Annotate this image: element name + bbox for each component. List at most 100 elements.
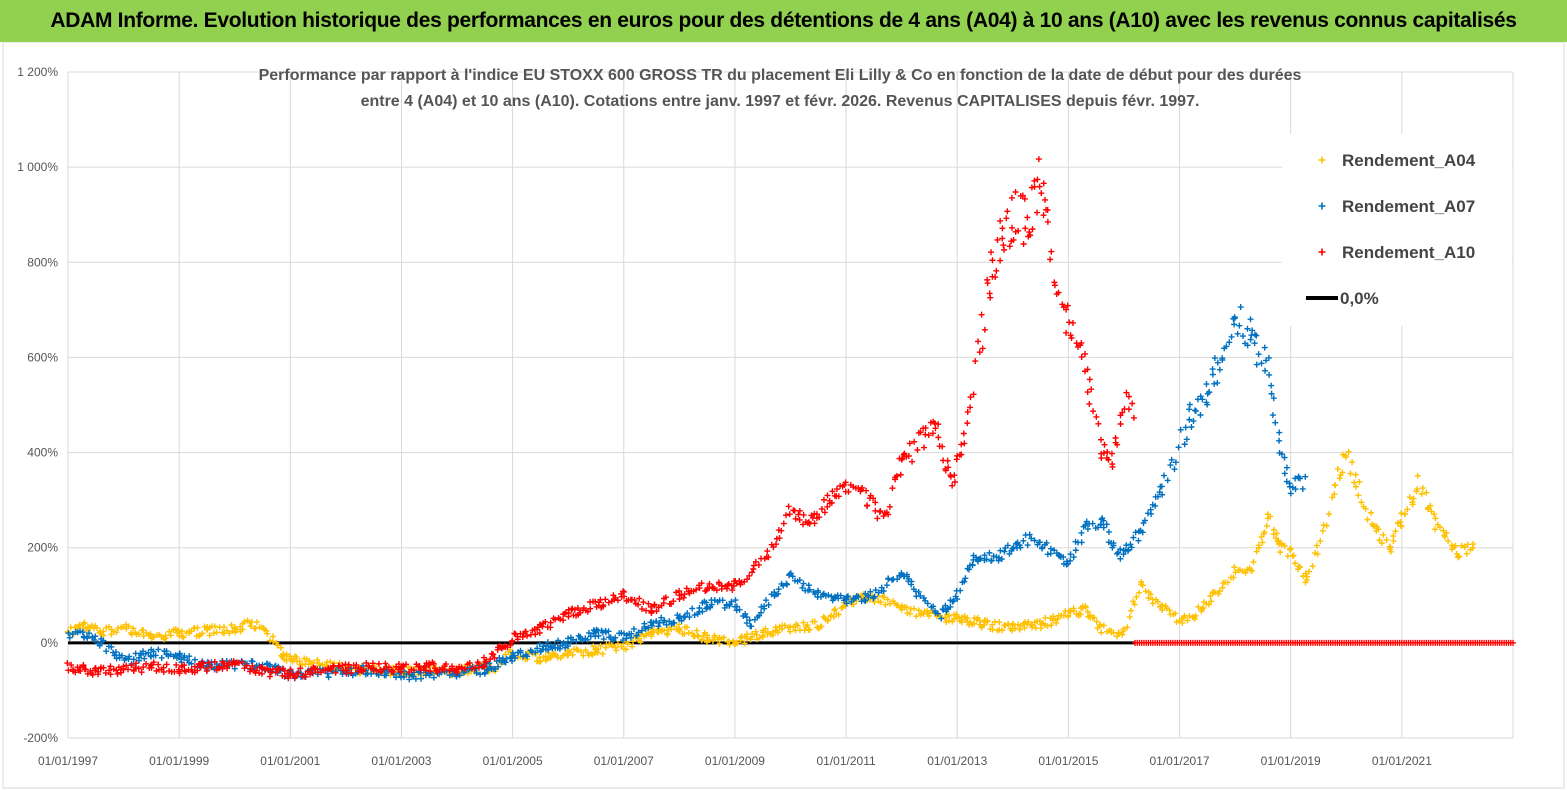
- point-Rendement_A04: [1313, 542, 1320, 549]
- point-Rendement_A04: [729, 637, 736, 644]
- point-Rendement_A04: [1306, 568, 1313, 575]
- point-Rendement_A10: [778, 527, 785, 534]
- point-Rendement_A10: [1048, 248, 1055, 255]
- point-Rendement_A04: [327, 658, 334, 665]
- point-Rendement_A07: [800, 580, 807, 587]
- series-points: [64, 156, 1516, 683]
- point-Rendement_A07: [91, 637, 98, 644]
- point-Rendement_A04: [1133, 593, 1140, 600]
- point-Rendement_A10: [872, 507, 879, 514]
- point-Rendement_A04: [599, 650, 606, 657]
- point-Rendement_A07: [1082, 522, 1089, 529]
- point-Rendement_A04: [1100, 622, 1107, 629]
- point-Rendement_A04: [913, 613, 920, 620]
- point-Rendement_A07: [1188, 423, 1195, 430]
- point-Rendement_A10: [203, 668, 210, 675]
- point-Rendement_A10: [235, 659, 242, 666]
- point-Rendement_A04: [1172, 610, 1179, 617]
- point-Rendement_A04: [1119, 631, 1126, 638]
- point-Rendement_A07: [1239, 333, 1246, 340]
- point-Rendement_A07: [1269, 412, 1276, 419]
- point-Rendement_A07: [565, 635, 572, 642]
- point-Rendement_A10: [171, 668, 178, 675]
- point-Rendement_A07: [633, 632, 640, 639]
- point-Rendement_A10: [369, 660, 376, 667]
- point-Rendement_A07: [894, 576, 901, 583]
- point-Rendement_A07: [1209, 371, 1216, 378]
- point-Rendement_A10: [1044, 207, 1051, 214]
- point-Rendement_A07: [1216, 366, 1223, 373]
- point-Rendement_A10: [140, 664, 147, 671]
- point-Rendement_A07: [870, 595, 877, 602]
- point-Rendement_A10: [1055, 289, 1062, 296]
- point-Rendement_A10: [249, 662, 256, 669]
- point-Rendement_A04: [1070, 607, 1077, 614]
- point-Rendement_A04: [1136, 589, 1143, 596]
- y-tick-label: 600%: [27, 350, 58, 364]
- point-Rendement_A07: [1067, 557, 1074, 564]
- point-Rendement_A10: [653, 608, 660, 615]
- point-Rendement_A04: [113, 629, 120, 636]
- point-Rendement_A10: [1027, 232, 1034, 239]
- point-Rendement_A07: [875, 589, 882, 596]
- point-Rendement_A04: [1130, 598, 1137, 605]
- point-Rendement_A07: [1234, 330, 1241, 337]
- point-Rendement_A10: [1086, 400, 1093, 407]
- point-Rendement_A04: [239, 626, 246, 633]
- point-Rendement_A07: [689, 605, 696, 612]
- point-Rendement_A10: [514, 633, 521, 640]
- point-Rendement_A07: [1223, 343, 1230, 350]
- point-Rendement_A04: [1339, 451, 1346, 458]
- point-Rendement_A10: [114, 670, 121, 677]
- point-Rendement_A04: [594, 646, 601, 653]
- point-Rendement_A04: [125, 623, 132, 630]
- point-Rendement_A10: [449, 663, 456, 670]
- point-Rendement_A10: [967, 394, 974, 401]
- point-Rendement_A07: [368, 670, 375, 677]
- point-Rendement_A10: [481, 663, 488, 670]
- point-Rendement_A10: [791, 507, 798, 514]
- point-Rendement_A04: [135, 631, 142, 638]
- point-Rendement_A10: [107, 671, 114, 678]
- point-Rendement_A07: [1139, 529, 1146, 536]
- point-Rendement_A04: [623, 646, 630, 653]
- point-Rendement_A07: [1192, 407, 1199, 414]
- point-Rendement_A10: [755, 561, 762, 568]
- point-Rendement_A10: [796, 516, 803, 523]
- point-Rendement_A04: [580, 652, 587, 659]
- point-Rendement_A04: [917, 611, 924, 618]
- point-Rendement_A04: [1255, 542, 1262, 549]
- point-Rendement_A04: [1355, 492, 1362, 499]
- point-Rendement_A10: [1006, 243, 1013, 250]
- point-Rendement_A04: [1259, 539, 1266, 546]
- point-Rendement_A07: [655, 623, 662, 630]
- point-Rendement_A07: [473, 670, 480, 677]
- point-Rendement_A10: [997, 217, 1004, 224]
- point-Rendement_A10: [605, 599, 612, 606]
- point-Rendement_A10: [375, 660, 382, 667]
- point-Rendement_A07: [775, 586, 782, 593]
- point-Rendement_A04: [158, 633, 165, 640]
- point-Rendement_A07: [1278, 451, 1285, 458]
- point-Rendement_A07: [1128, 544, 1135, 551]
- point-Rendement_A04: [1362, 505, 1369, 512]
- point-Rendement_A04: [778, 625, 785, 632]
- legend: Rendement_A04 Rendement_A07 Rendement_A10 0…: [1282, 134, 1512, 326]
- point-Rendement_A04: [299, 661, 306, 668]
- point-Rendement_A07: [1244, 342, 1251, 349]
- point-Rendement_A07: [699, 608, 706, 615]
- point-Rendement_A07: [1177, 426, 1184, 433]
- point-Rendement_A04: [1431, 511, 1438, 518]
- point-Rendement_A04: [1267, 513, 1274, 520]
- point-Rendement_A04: [578, 648, 585, 655]
- point-Rendement_A10: [922, 424, 929, 431]
- point-Rendement_A10: [370, 665, 377, 672]
- point-Rendement_A04: [1163, 605, 1170, 612]
- point-Rendement_A07: [763, 597, 770, 604]
- point-Rendement_A10: [681, 591, 688, 598]
- point-Rendement_A07: [1190, 418, 1197, 425]
- point-Rendement_A04: [832, 606, 839, 613]
- point-Rendement_A10: [65, 667, 72, 674]
- axes: -200% 0% 200% 400% 600% 800% 1 000% 1 200% 01/01…: [17, 65, 1432, 768]
- point-Rendement_A07: [1026, 531, 1033, 538]
